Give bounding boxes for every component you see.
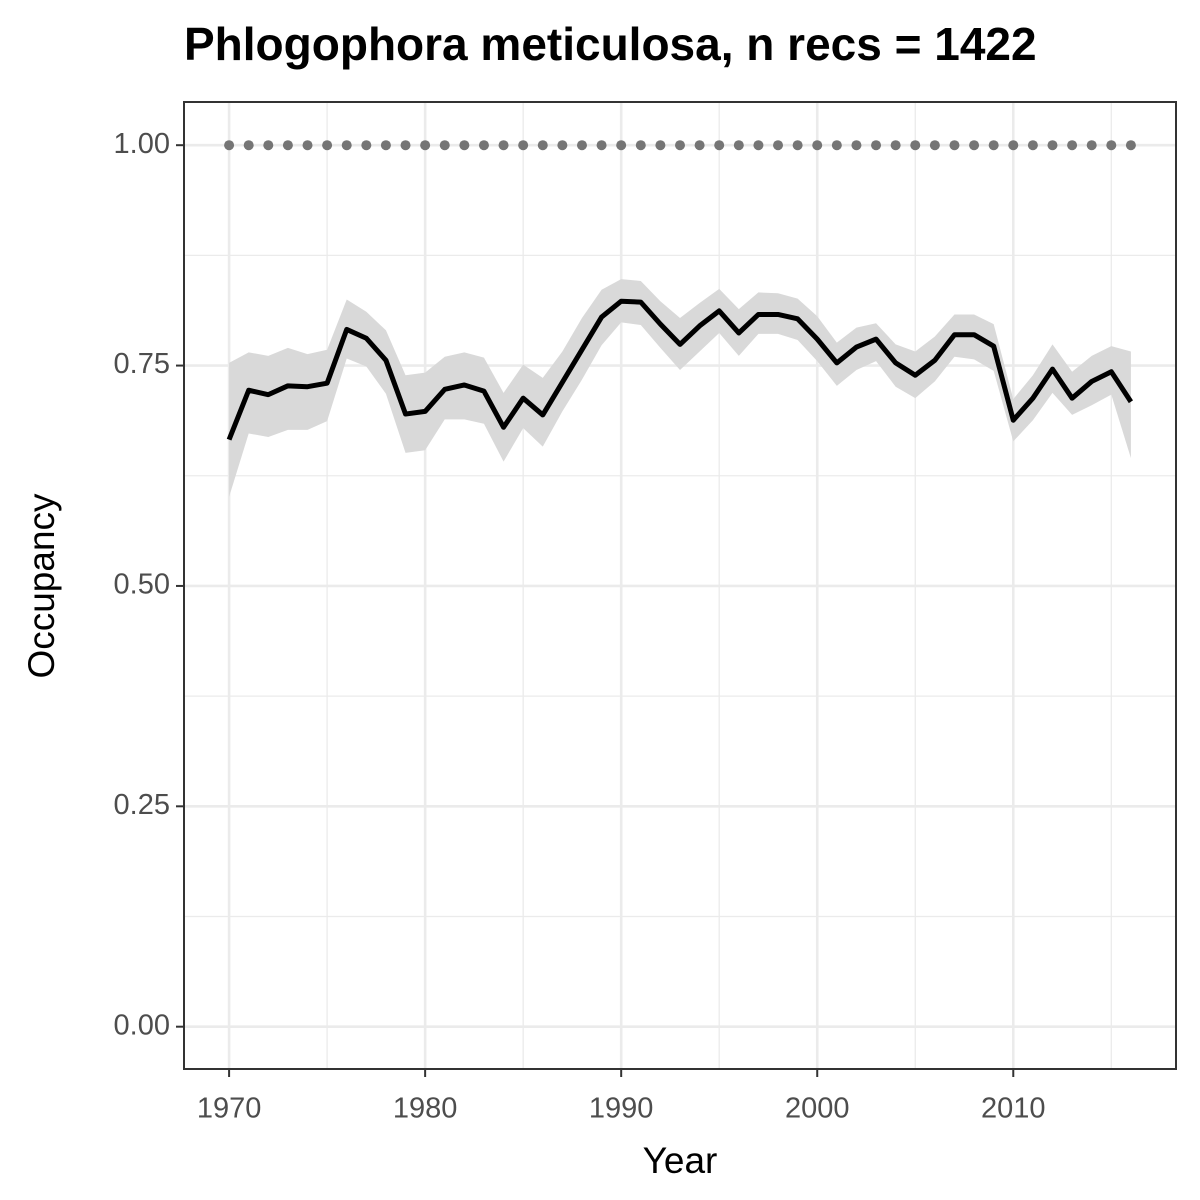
y-tick-label: 0.25 — [114, 789, 170, 821]
point — [635, 140, 646, 151]
point — [576, 140, 587, 151]
confidence-band — [229, 279, 1131, 497]
point — [361, 140, 372, 151]
x-tick-label: 2000 — [785, 1093, 850, 1125]
point — [498, 140, 509, 151]
point — [224, 140, 235, 151]
point — [1047, 140, 1058, 151]
point — [1008, 140, 1019, 151]
point — [969, 140, 980, 151]
point — [478, 140, 489, 151]
point — [675, 140, 685, 151]
point — [910, 140, 921, 151]
point — [694, 140, 705, 151]
y-tick-label: 0.50 — [114, 569, 170, 601]
point — [1027, 140, 1038, 151]
point — [596, 140, 607, 151]
point — [812, 140, 823, 151]
point — [400, 140, 411, 151]
y-axis-title: Occupancy — [21, 493, 62, 679]
point — [1067, 140, 1078, 151]
x-tick-label: 1980 — [393, 1093, 458, 1125]
x-axis-title: Year — [643, 1140, 718, 1181]
point — [243, 140, 254, 151]
point — [518, 140, 529, 151]
point — [929, 140, 940, 151]
point — [302, 140, 313, 151]
x-tick-label: 1990 — [589, 1093, 654, 1125]
y-tick-label: 1.00 — [114, 128, 170, 160]
point — [890, 140, 901, 151]
point — [988, 140, 999, 151]
point — [753, 140, 764, 151]
point — [1086, 140, 1097, 151]
point — [380, 140, 391, 151]
point — [871, 140, 882, 151]
x-tick-label: 1970 — [197, 1093, 262, 1125]
point — [714, 140, 725, 151]
point — [792, 140, 803, 151]
point — [557, 140, 568, 151]
point — [341, 140, 352, 151]
y-tick-label: 0.00 — [114, 1009, 170, 1041]
chart-title: Phlogophora meticulosa, n recs = 1422 — [184, 18, 1037, 70]
y-tick-label: 0.75 — [114, 348, 170, 380]
point — [831, 140, 842, 151]
point — [1106, 140, 1117, 151]
point — [439, 140, 450, 151]
point — [733, 140, 744, 151]
point — [420, 140, 431, 151]
point — [773, 140, 784, 151]
point — [851, 140, 862, 151]
point — [655, 140, 666, 151]
point — [322, 140, 333, 151]
point — [282, 140, 293, 151]
point — [949, 140, 960, 151]
point — [263, 140, 274, 151]
point — [537, 140, 548, 151]
point — [1125, 140, 1136, 151]
line — [226, 298, 1134, 441]
x-tick-label: 2010 — [981, 1093, 1046, 1125]
point — [616, 140, 627, 151]
plot-border — [183, 101, 1177, 1070]
point — [459, 140, 470, 151]
